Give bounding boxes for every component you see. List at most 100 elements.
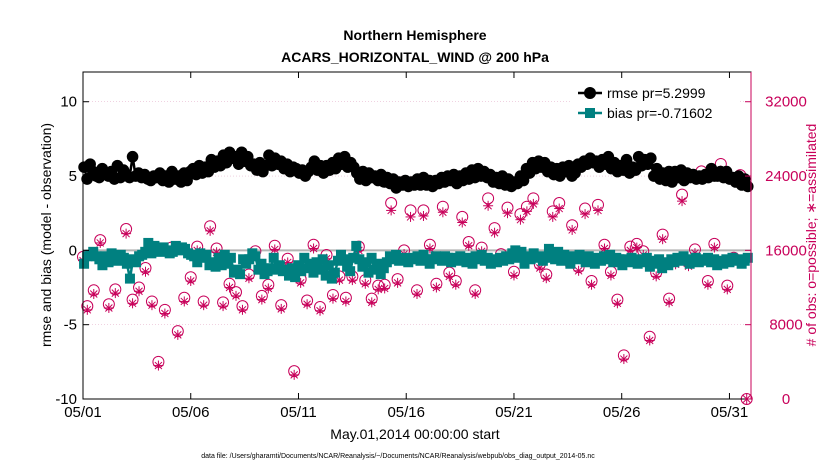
asterisk-stroke [413,290,421,298]
assimilated-obs-point [405,211,416,222]
asterisk-stroke [723,285,732,294]
data-file-footnote: data file: /Users/gharamti/Documents/NCA… [201,453,595,460]
asterisk-stroke [342,297,350,306]
bias-point [143,237,154,248]
assimilated-obs-point [528,198,539,209]
assimilated-obs-point [612,298,623,309]
assimilated-obs-point [457,217,468,228]
right-y-tick-label: 0 [782,391,790,408]
bias-point [663,260,674,271]
asterisk-stroke [199,301,208,310]
assimilated-obs-point [179,296,190,307]
bias-point [189,251,200,262]
bias-point [644,261,655,272]
assimilated-obs-point [386,205,397,216]
asterisk-stroke [296,279,305,287]
assimilated-obs-point [127,298,138,309]
bias-point [124,273,135,284]
asterisk-stroke [141,267,150,276]
assimilated-obs-point [88,289,99,300]
asterisk-stroke [186,277,195,285]
bias-point [323,260,334,271]
bias-point [580,257,591,268]
asterisk-stroke [548,213,557,221]
x-tick-label: 05/21 [495,404,533,421]
assimilated-obs-point [580,209,591,220]
asterisk-stroke [574,266,583,275]
x-tick-label: 05/11 [280,404,316,421]
bias-point [525,254,536,265]
asterisk-stroke [581,210,589,218]
rmse-point [126,150,139,163]
assimilated-obs-point [379,283,390,294]
assimilated-obs-point [547,211,558,222]
assimilated-obs-point [269,244,280,255]
y-tick-label: 5 [69,168,77,185]
bias-point [516,246,527,257]
asterisk-stroke [277,305,286,313]
asterisk-stroke [303,300,311,309]
assimilated-obs-point [224,282,235,293]
assimilated-obs-point [327,293,338,304]
assimilated-obs-point [82,304,93,315]
asterisk-stroke [374,285,383,294]
legend-bias-marker [585,108,595,118]
x-axis-label: May.01,2014 00:00:00 start [330,426,500,442]
bias-point [320,270,331,281]
assimilated-obs-point [651,271,662,282]
assimilated-obs-point [702,279,713,290]
y-tick-label: -10 [55,391,77,408]
assimilated-obs-point [230,290,241,301]
asterisk-stroke [678,197,686,205]
x-tick-label: 05/31 [711,404,749,421]
bias-point [641,252,652,263]
y-axis-label: rmse and bias (model - observation) [38,123,54,347]
asterisk-stroke [652,272,661,281]
asterisk-stroke [542,274,551,283]
bias-point [348,252,359,263]
assimilated-obs-point [664,297,675,308]
bias-point [605,249,616,260]
bias-point [332,255,343,266]
legend: rmse pr=5.2999 bias pr=-0.71602 [570,82,740,126]
bias-point [97,260,108,271]
bias-point [210,261,221,272]
bias-point [657,263,668,274]
rmse-point [741,180,754,193]
assimilated-obs-point [657,234,668,245]
assimilated-obs-point [302,299,313,310]
asterisk-stroke [219,302,227,310]
bias-point [311,257,322,268]
bias-point [308,267,319,278]
asterisk-stroke [594,206,602,215]
x-tick-label: 05/26 [603,404,641,421]
asterisk-stroke [105,304,113,312]
bias-point [415,255,426,266]
assimilated-obs-point [276,303,287,314]
assimilated-obs-point [631,242,642,253]
bias-point [213,252,224,263]
assimilated-obs-point [444,271,455,282]
asterisk-stroke [523,207,531,216]
assimilated-obs-point [502,208,513,219]
asterisk-stroke [316,306,324,315]
bias-point [121,258,132,269]
bias-point [553,246,564,257]
assimilated-obs-point [644,335,655,346]
asterisk-stroke [135,287,143,296]
asterisk-stroke [568,226,577,234]
bias-point [326,273,337,284]
bias-point [317,254,328,265]
assimilated-obs-point [134,286,145,297]
asterisk-stroke [257,295,266,304]
bias-point [543,243,554,254]
legend-bias-label: bias pr=-0.71602 [607,105,713,121]
assimilated-obs-point [412,289,422,300]
asterisk-stroke [529,200,538,208]
assimilated-obs-point [463,240,474,251]
assimilated-obs-point [263,283,274,294]
assimilated-obs-point [373,284,384,295]
bias-point [305,258,316,269]
assimilated-obs-point [237,304,248,315]
asterisk-stroke [439,208,447,217]
